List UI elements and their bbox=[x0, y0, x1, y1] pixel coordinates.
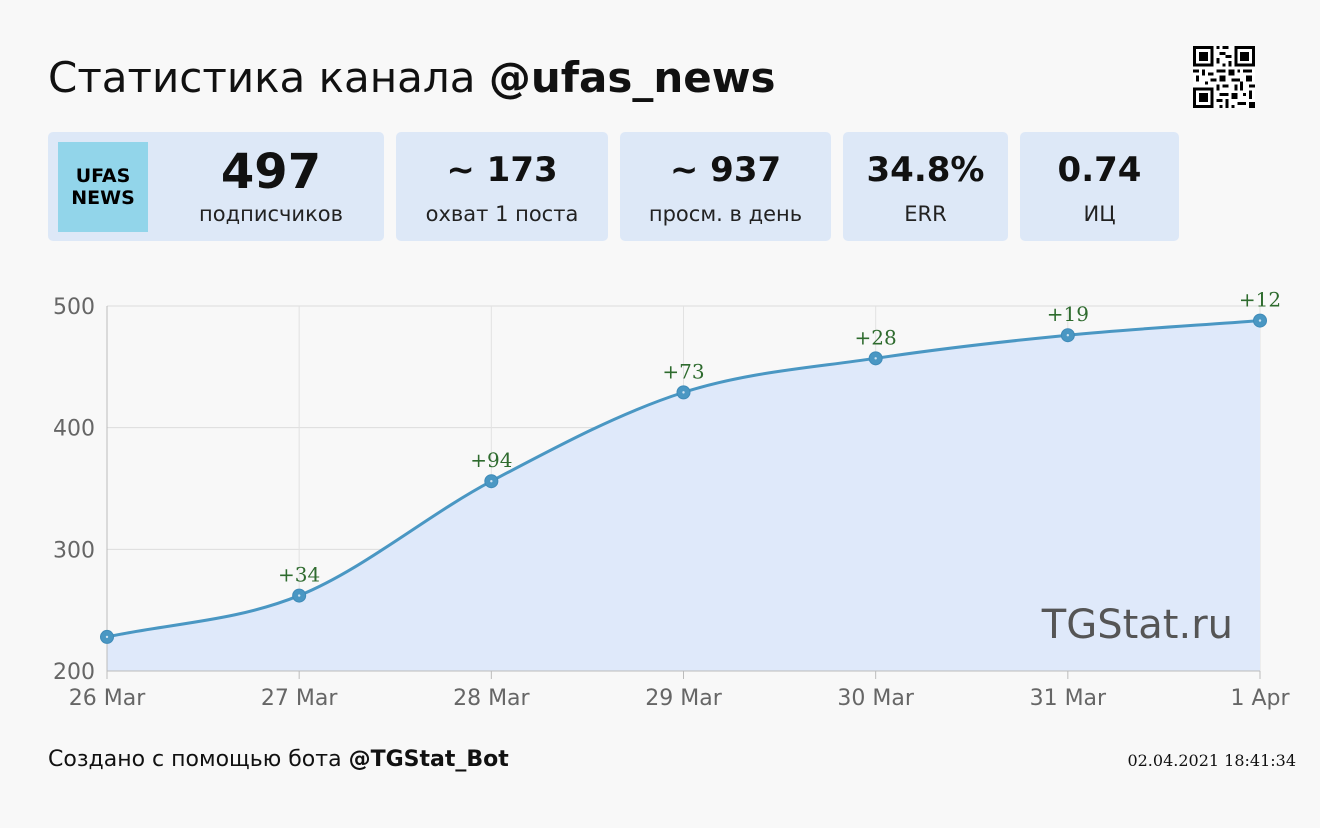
stat-card-reach: ~ 173 охват 1 поста bbox=[396, 132, 608, 241]
x-tick-label: 28 Mar bbox=[453, 686, 530, 711]
channel-name[interactable]: @ufas_news bbox=[488, 53, 776, 102]
x-tick-label: 29 Mar bbox=[645, 686, 722, 711]
data-point-center bbox=[105, 635, 109, 639]
y-tick-label: 200 bbox=[53, 660, 95, 685]
y-tick-label: 300 bbox=[53, 538, 95, 563]
data-point-center bbox=[490, 480, 493, 483]
citation-index-label: ИЦ bbox=[1083, 202, 1116, 226]
subscribers-value: 497 bbox=[220, 144, 322, 200]
footer-bot-link[interactable]: @TGStat_Bot bbox=[348, 747, 509, 772]
stat-card-citation-index: 0.74 ИЦ bbox=[1020, 132, 1179, 241]
x-tick-label: 31 Mar bbox=[1030, 686, 1107, 711]
x-tick-label: 27 Mar bbox=[261, 686, 338, 711]
err-value: 34.8% bbox=[866, 150, 985, 190]
chart-axes bbox=[106, 306, 1261, 679]
daily-views-label: просм. в день bbox=[648, 202, 803, 226]
x-tick-label: 30 Mar bbox=[837, 686, 914, 711]
channel-logo: UFAS NEWS bbox=[58, 142, 148, 232]
footer-credit: Создано с помощью бота @TGStat_Bot bbox=[48, 745, 509, 775]
delta-label: +73 bbox=[662, 359, 704, 383]
chart-points bbox=[100, 313, 1267, 644]
delta-label: +12 bbox=[1239, 288, 1281, 312]
reach-value: ~ 173 bbox=[446, 150, 558, 190]
stat-card-daily-views: ~ 937 просм. в день bbox=[620, 132, 831, 241]
reach-label: охват 1 поста bbox=[425, 202, 579, 226]
y-tick-label: 400 bbox=[53, 417, 95, 442]
page-title: Статистика канала @ufas_news bbox=[48, 52, 776, 104]
stat-card-subscribers: UFAS NEWS 497 подписчиков bbox=[48, 132, 384, 241]
chart-area-fill bbox=[107, 320, 1260, 671]
footer-prefix: Создано с помощью бота bbox=[48, 747, 349, 772]
delta-label: +34 bbox=[278, 563, 320, 587]
logo-text: UFAS NEWS bbox=[71, 165, 135, 209]
footer-timestamp: 02.04.2021 18:41:34 bbox=[1127, 751, 1296, 770]
qr-code-icon bbox=[1193, 46, 1255, 108]
daily-views-value: ~ 937 bbox=[669, 150, 782, 190]
stat-card-err: 34.8% ERR bbox=[843, 132, 1008, 241]
data-point-center bbox=[297, 594, 301, 597]
x-tick-label: 26 Mar bbox=[69, 686, 146, 711]
data-point-center bbox=[682, 391, 685, 394]
delta-label: +19 bbox=[1047, 302, 1089, 326]
y-tick-label: 500 bbox=[53, 295, 95, 320]
delta-label: +94 bbox=[470, 448, 512, 472]
data-point-center bbox=[1258, 319, 1262, 322]
data-point-center bbox=[874, 357, 877, 360]
title-prefix: Статистика канала bbox=[48, 53, 489, 102]
err-label: ERR bbox=[904, 202, 947, 226]
delta-label: +28 bbox=[855, 325, 897, 349]
subscribers-label: подписчиков bbox=[199, 202, 343, 226]
chart-labels: 200 300 400 500 26 Mar 27 Mar 28 Mar 29 Mar 30 M… bbox=[53, 288, 1290, 711]
data-point-center bbox=[1066, 334, 1070, 337]
x-tick-label: 1 Apr bbox=[1230, 686, 1290, 711]
chart-watermark: TGStat.ru bbox=[1041, 602, 1233, 648]
citation-index-value: 0.74 bbox=[1057, 150, 1142, 190]
